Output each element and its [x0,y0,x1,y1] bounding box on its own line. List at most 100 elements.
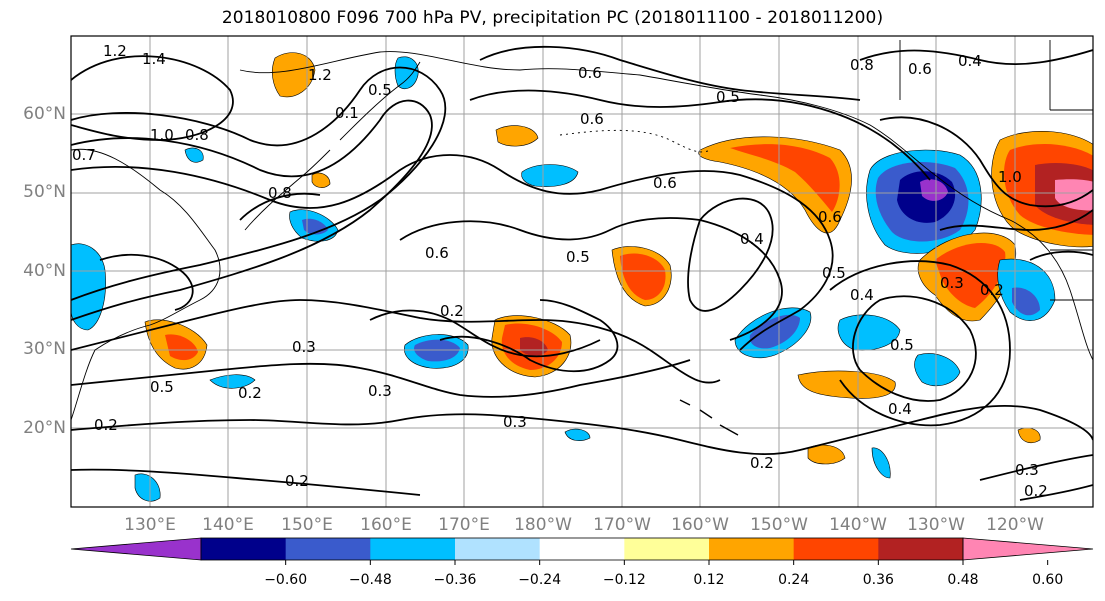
contour-23 [1019,484,1093,501]
lat-label-50n: 50°N [23,182,66,202]
lon-label: 150°E [281,515,333,535]
colorbar-tick-label: 0.60 [1032,572,1064,588]
lon-label: 160°W [671,515,729,535]
contour-label: 1.0 [150,126,174,144]
lat-label-30n: 30°N [23,339,66,359]
precip-pos-bering [495,125,539,147]
colorbar-tick-label: 0.24 [778,572,810,588]
contour-4 [71,154,834,351]
coast-siberia [239,51,641,76]
lat-label-60n: 60°N [23,104,66,124]
contour-11 [852,295,977,402]
contour-label: 0.3 [503,413,527,431]
contour-8 [71,405,1093,455]
contour-label: 1.2 [308,66,332,84]
contour-label: 0.3 [292,338,316,356]
colorbar-tick-label: −0.36 [433,572,477,588]
lon-label: 130°W [907,515,965,535]
precip-pos-ca-2 [935,242,1006,308]
coast-asia [71,148,221,421]
precip-neg-small-3 [564,428,591,441]
coast-hawaii [679,399,739,436]
lon-label: 160°E [360,515,412,535]
contour-label: 0.2 [285,472,309,490]
colorbar-segment [455,538,541,560]
map-frame [70,35,1094,508]
contour-12 [829,260,1011,427]
contour-9 [71,468,421,496]
colorbar-tick-label: −0.24 [518,572,562,588]
coast-bc [899,40,1093,301]
contour-label: 0.6 [578,64,602,82]
contour-22 [979,454,1093,481]
coast-japan [244,149,331,231]
precip-neg-140w-2 [914,353,961,387]
contour-label: 0.2 [238,384,262,402]
contour-label: 0.5 [566,248,590,266]
contour-label: 0.6 [908,60,932,78]
contour-7 [71,359,691,398]
contour-20 [99,253,194,311]
lon-label: 140°W [829,515,887,535]
contour-label: 0.8 [268,184,292,202]
contour-label: 0.2 [980,281,1004,299]
contour-1 [71,55,234,141]
contour-label: 1.4 [142,50,166,68]
contour-label: 0.2 [440,302,464,320]
contour-label: 0.4 [850,286,874,304]
precip-neg-west [71,243,106,331]
precip-neg-kamchatka [394,56,419,89]
contour-label: 0.4 [958,52,982,70]
contour-15 [879,116,1093,208]
colorbar-segment [962,537,1094,561]
precip-neg-alaska-peak [920,179,948,201]
colorbar-segment [709,538,795,560]
colorbar-tick-label: 0.36 [862,572,894,588]
contour-21 [239,192,321,221]
lon-label: 180°W [514,515,572,535]
precip-shading [71,52,1093,502]
colorbar [70,537,1094,565]
colorbar-tick-label: −0.48 [348,572,392,588]
contour-label: 1.2 [103,42,127,60]
precip-pos-okhotsk [271,52,316,98]
precip-pos-westpac-2 [165,334,198,361]
contour-label: 0.2 [750,454,774,472]
contour-24 [1029,250,1093,261]
contour-label: 0.2 [1024,482,1048,500]
lon-label: 130°E [124,515,176,535]
colorbar-segment [539,538,625,560]
contour-10 [687,197,774,312]
graticule [71,36,1093,507]
contour-label: 0.3 [940,274,964,292]
contour-label: 0.7 [72,146,96,164]
contour-2 [71,66,447,301]
colorbar-ticks [285,560,1049,565]
colorbar-segment [370,538,456,560]
contour-label: 0.6 [580,110,604,128]
contour-label: 1.0 [998,168,1022,186]
precip-neg-165e-2 [414,339,460,362]
precip-pos-dateline-3 [520,337,548,356]
colorbar-segment [793,538,879,560]
colorbar-segment [70,537,202,561]
precip-pos-150w [797,370,896,399]
colorbar-segment [624,538,710,560]
colorbar-segment [201,538,287,560]
lon-label: 140°E [202,515,254,535]
lon-label: 170°W [593,515,651,535]
precip-pos-165w-2 [620,253,666,300]
precip-neg-small-2 [871,447,891,479]
contour-label: 0.5 [368,81,392,99]
colorbar-tick-label: −0.12 [602,572,646,588]
contour-label: 0.5 [716,88,740,106]
precip-neg-aleut [521,164,579,187]
contour-label: 0.2 [94,416,118,434]
precip-pos-nw-4 [1055,179,1093,211]
map-panel: 1.2 1.4 1.2 0.5 0.1 0.8 1.0 0.8 0.6 0.6 … [70,35,1094,508]
colorbar-segment [878,538,964,560]
lon-label: 120°W [986,515,1044,535]
contour-6 [71,299,721,384]
contour-label: 0.1 [335,104,359,122]
lon-label: 150°W [750,515,808,535]
